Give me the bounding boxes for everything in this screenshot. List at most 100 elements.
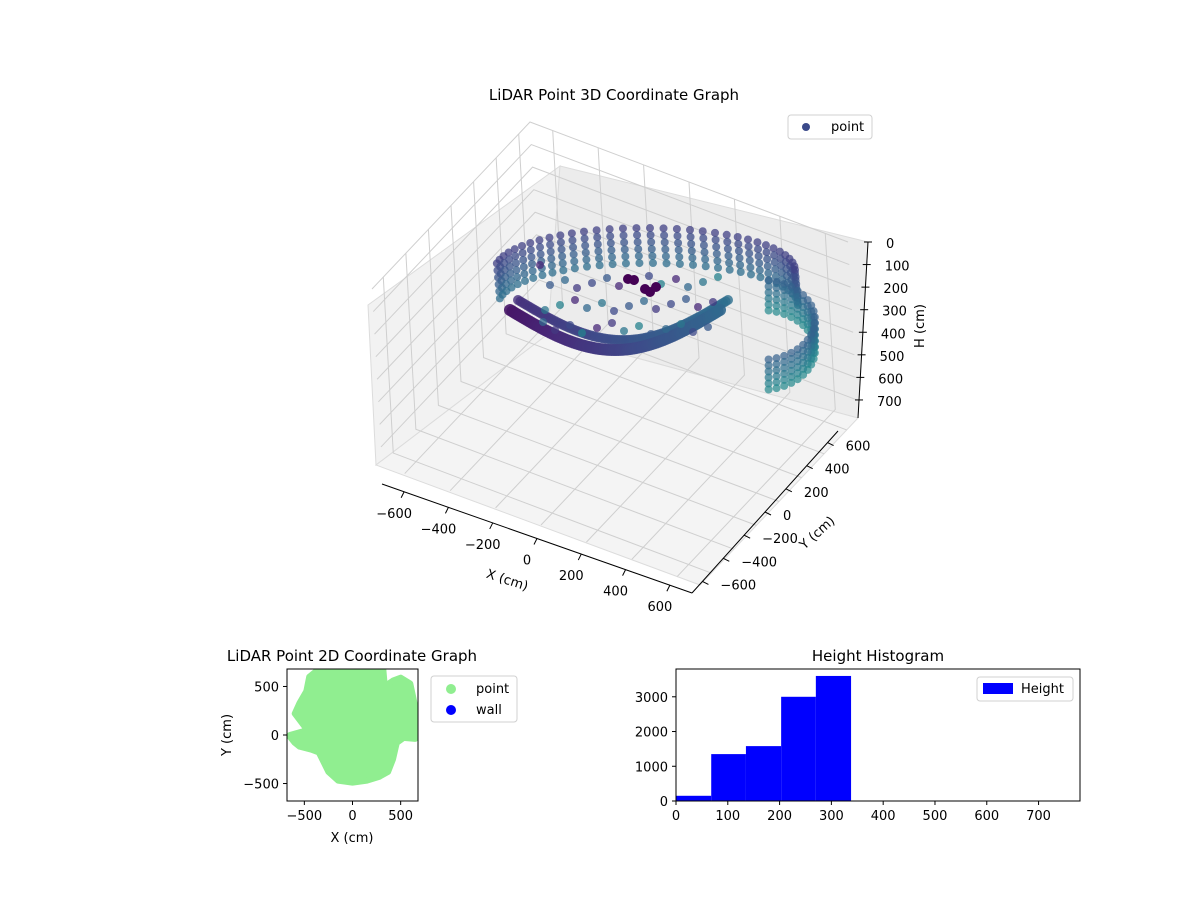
point-3d xyxy=(592,226,601,235)
point-3d xyxy=(561,276,569,284)
point-3d xyxy=(595,261,604,270)
point-3d xyxy=(634,252,643,261)
point-3d xyxy=(662,259,671,268)
grid-y xyxy=(427,229,757,526)
point-3d xyxy=(519,262,528,271)
y-tick-label-hist: 3000 xyxy=(635,691,668,706)
point-3d xyxy=(764,269,773,278)
point-3d xyxy=(517,241,526,250)
x-axis-label-2d: X (cm) xyxy=(331,831,374,846)
point-3d xyxy=(506,276,515,285)
point-3d xyxy=(699,278,707,286)
z-tick-label-3d: 700 xyxy=(877,395,902,410)
point-3d xyxy=(772,307,781,316)
y-tick-label-hist: 0 xyxy=(660,795,668,810)
point-3d xyxy=(510,245,519,254)
point-3d xyxy=(764,282,773,291)
point-3d xyxy=(764,361,773,370)
x-tick-label-hist: 100 xyxy=(715,809,740,824)
y-axis-label-2d: Y (cm) xyxy=(220,714,235,757)
point-3d xyxy=(799,340,808,349)
point-3d xyxy=(674,245,683,254)
point-3d xyxy=(677,320,685,328)
point-3d xyxy=(662,325,670,333)
point-3d xyxy=(743,235,752,244)
plot-2d: LiDAR Point 2D Coordinate Graph −500−500… xyxy=(220,647,518,846)
point-3d xyxy=(780,363,789,372)
point-3d xyxy=(723,237,732,246)
grid-y xyxy=(382,277,712,574)
point-3d xyxy=(660,231,669,240)
point-3d xyxy=(608,260,617,269)
y-tick-label-hist: 1000 xyxy=(635,760,668,775)
point-3d xyxy=(712,249,721,258)
point-3d xyxy=(620,238,629,247)
point-3d xyxy=(569,243,578,252)
point-3d xyxy=(512,266,521,275)
point-3d xyxy=(791,266,799,274)
point-3d xyxy=(595,254,604,263)
point-3d xyxy=(764,294,773,303)
point-3d xyxy=(513,273,522,282)
point-3d xyxy=(733,232,742,241)
x-tick-label-3d: 600 xyxy=(647,600,672,615)
point-3d xyxy=(764,306,773,315)
plot-2d-title: LiDAR Point 2D Coordinate Graph xyxy=(227,647,477,665)
point-3d xyxy=(688,253,697,262)
point-3d xyxy=(647,245,656,254)
y-tick-label-3d: 200 xyxy=(804,486,829,501)
point-3d xyxy=(685,225,694,234)
point-3d xyxy=(686,232,695,241)
point-3d xyxy=(619,231,628,240)
z-axis-line xyxy=(857,241,869,419)
x-tick xyxy=(400,491,405,499)
point-3d xyxy=(660,238,669,247)
point-3d xyxy=(535,236,544,245)
point-3d xyxy=(735,253,744,262)
point-3d xyxy=(661,245,670,254)
x-tick xyxy=(444,507,449,514)
point-3d xyxy=(547,254,556,263)
point-3d xyxy=(725,258,734,267)
point-3d xyxy=(764,300,773,309)
point-3d xyxy=(568,236,577,245)
point-3d xyxy=(506,269,515,278)
point-3d xyxy=(610,307,618,315)
x-tick-label-hist: 200 xyxy=(767,809,792,824)
point-3d xyxy=(772,360,781,369)
point-3d xyxy=(661,252,670,261)
histogram-bar xyxy=(676,795,712,801)
x-tick-label-3d: −400 xyxy=(421,522,457,537)
ticks-2d: −500 −500 0 0 500 500 xyxy=(243,680,413,824)
y-tick-label-2d: 500 xyxy=(254,680,279,695)
x-tick-label-hist: 0 xyxy=(672,809,680,824)
point-3d xyxy=(745,256,754,265)
z-tick-label-3d: 600 xyxy=(878,372,903,387)
point-3d xyxy=(723,244,732,253)
point-3d xyxy=(647,330,655,338)
point-3d xyxy=(698,227,707,236)
point-3d xyxy=(753,238,762,247)
histogram-bar xyxy=(711,754,746,801)
point-3d xyxy=(529,273,538,282)
legend-2d-marker-wall xyxy=(446,705,456,715)
point-3d xyxy=(772,295,781,304)
point-3d xyxy=(593,233,602,242)
point-3d xyxy=(688,260,697,269)
point-3d xyxy=(772,354,781,363)
point-3d xyxy=(629,275,639,285)
y-tick xyxy=(827,442,834,447)
point-3d xyxy=(645,272,653,280)
legend-3d: point xyxy=(787,114,873,140)
point-3d xyxy=(755,266,764,275)
point-3d xyxy=(787,283,796,292)
point-3d xyxy=(538,271,547,280)
point-3d xyxy=(606,232,615,241)
point-3d xyxy=(633,238,642,247)
point-3d xyxy=(570,257,579,266)
point-3d xyxy=(539,318,547,326)
point-3d xyxy=(723,295,733,305)
x-tick xyxy=(577,553,582,561)
point-3d xyxy=(769,244,778,253)
